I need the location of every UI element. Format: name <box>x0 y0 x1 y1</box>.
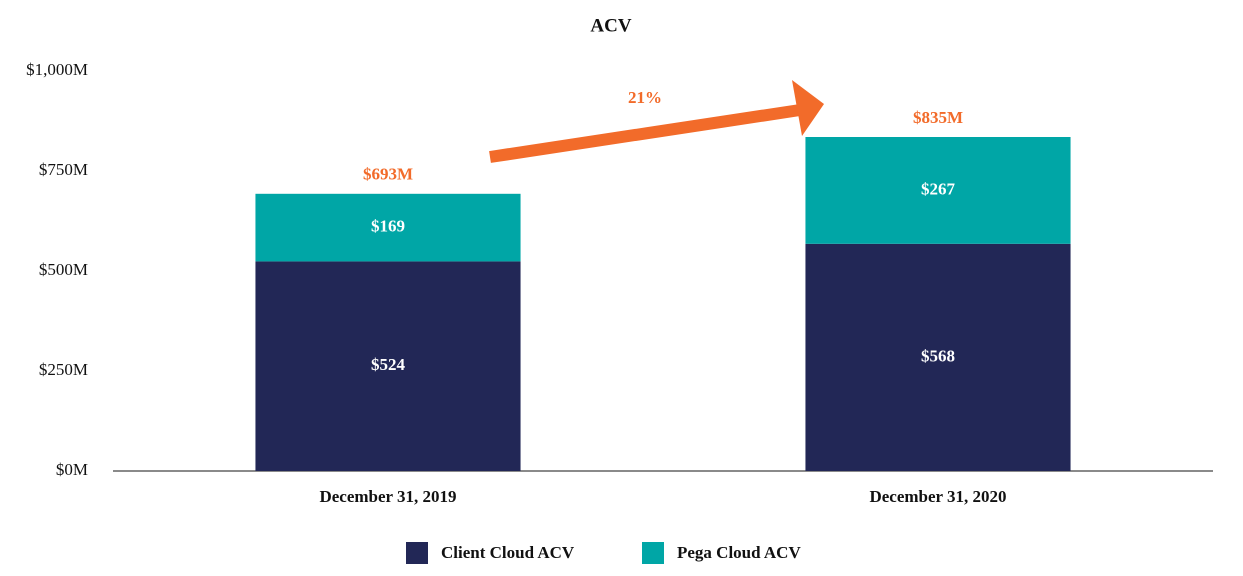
value-label: $524 <box>371 355 406 374</box>
arrow-shaft <box>489 104 801 163</box>
growth-annotation: 21% <box>628 88 662 107</box>
y-tick-label: $500M <box>39 260 88 279</box>
legend-swatch <box>406 542 428 564</box>
bar-segment <box>255 193 521 262</box>
total-label: $835M <box>913 108 963 127</box>
y-tick-label: $250M <box>39 360 88 379</box>
total-label: $693M <box>363 165 413 184</box>
growth-arrow <box>489 80 824 163</box>
x-tick-label: December 31, 2019 <box>319 487 456 506</box>
y-tick-label: $750M <box>39 160 88 179</box>
value-label: $267 <box>921 179 956 198</box>
y-tick-label: $0M <box>56 460 88 479</box>
value-label: $568 <box>921 346 955 365</box>
legend-label: Pega Cloud ACV <box>677 543 801 562</box>
chart-title: ACV <box>590 15 631 36</box>
value-label: $169 <box>371 217 405 236</box>
legend-label: Client Cloud ACV <box>441 543 575 562</box>
bar-segment <box>805 243 1071 471</box>
legend-swatch <box>642 542 664 564</box>
y-tick-label: $1,000M <box>26 60 88 79</box>
arrow-head <box>792 80 824 136</box>
x-tick-label: December 31, 2020 <box>869 487 1006 506</box>
bar-segment <box>255 261 521 471</box>
bar-segment <box>805 137 1071 244</box>
